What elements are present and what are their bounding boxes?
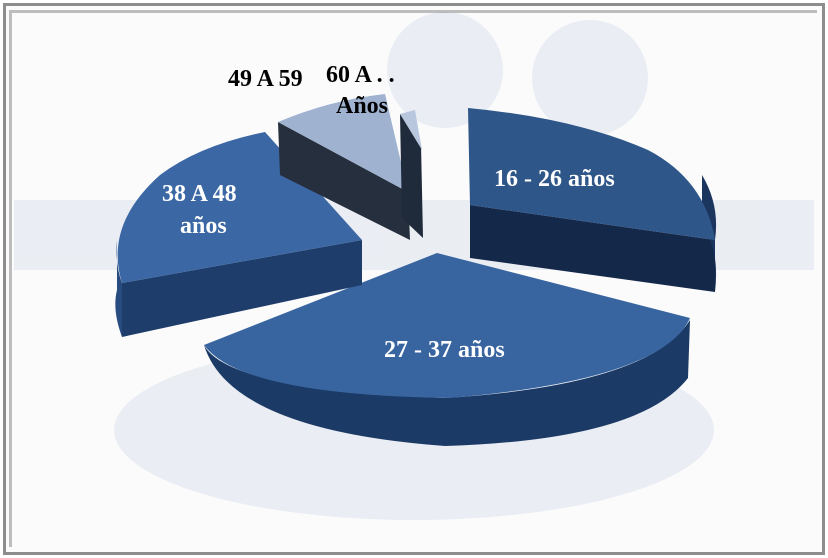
pie-slice-outer-wall	[115, 240, 122, 337]
pie-slice-top	[117, 132, 363, 283]
slice-label-49-59: 49 A 59 Años	[228, 66, 388, 119]
pie-slice-38-48	[115, 132, 363, 337]
pie-slice-60	[400, 110, 423, 238]
pie-slice-side	[400, 114, 423, 238]
pie-slice-side	[470, 205, 715, 292]
pie-slice-outer-wall	[204, 320, 690, 446]
slice-label-16-26: 16 - 26 años	[494, 166, 615, 192]
pie-slice-top	[468, 108, 715, 240]
pie-slice-top	[204, 253, 690, 398]
pie-slice-16-26	[468, 108, 717, 292]
chart-frame-inner-border	[9, 10, 817, 547]
pie-slice-49-59	[278, 94, 410, 240]
slice-label-38-48: 38 A 48 años	[162, 181, 243, 239]
pie-slice-side	[122, 240, 362, 337]
slice-label-60: 60 A . .	[326, 62, 395, 88]
pie-slice-top	[278, 94, 408, 192]
pie-slice-top	[400, 110, 422, 150]
pie-slice-27-37	[204, 253, 690, 446]
slice-label-27-37: 27 - 37 años	[384, 337, 505, 363]
pie-slice-side	[278, 122, 410, 240]
